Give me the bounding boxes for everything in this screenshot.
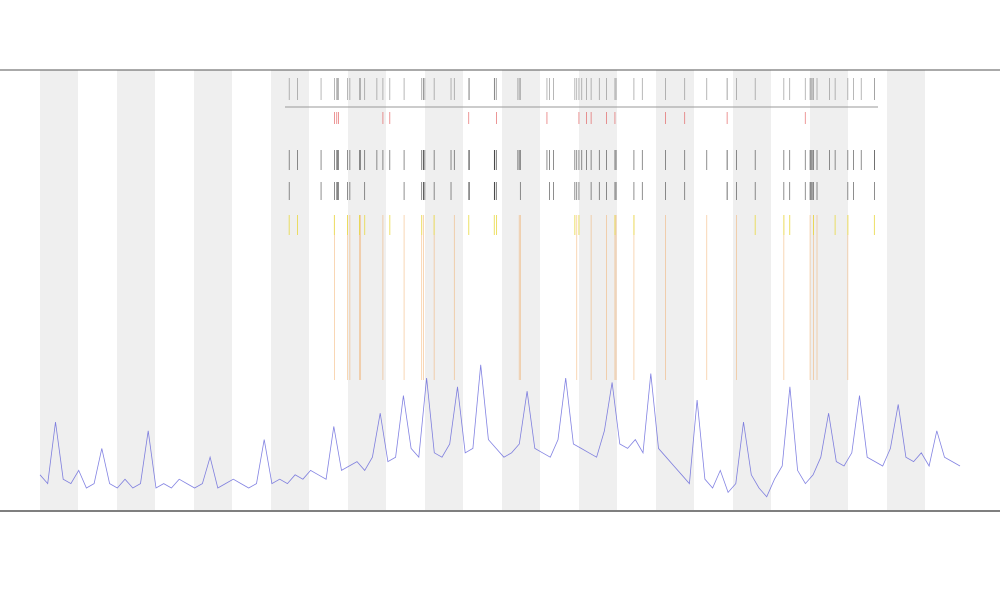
band bbox=[348, 70, 386, 510]
band bbox=[425, 70, 463, 510]
band bbox=[656, 70, 694, 510]
band bbox=[271, 70, 309, 510]
series-line bbox=[39, 364, 961, 498]
band bbox=[810, 70, 848, 510]
band bbox=[194, 70, 232, 510]
background-bands bbox=[40, 70, 925, 510]
band bbox=[579, 70, 617, 510]
event-markers bbox=[288, 78, 875, 380]
band bbox=[887, 70, 925, 510]
band bbox=[733, 70, 771, 510]
band bbox=[502, 70, 540, 510]
band bbox=[40, 70, 78, 510]
band bbox=[117, 70, 155, 510]
